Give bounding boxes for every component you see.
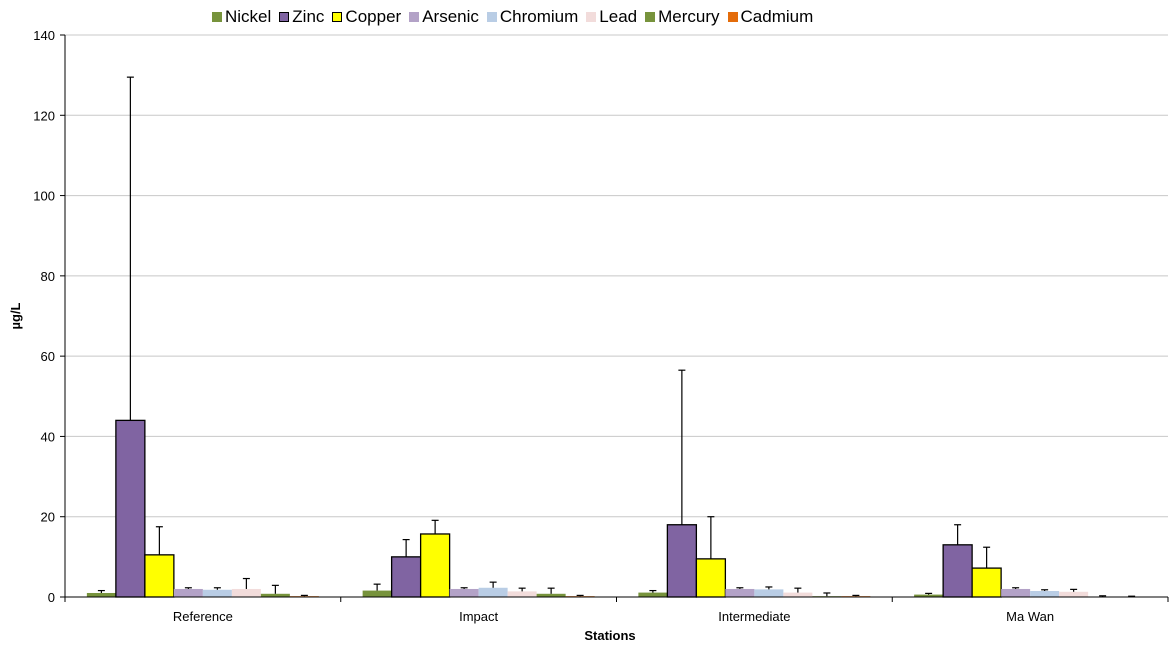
x-tick-label: Ma Wan: [1006, 609, 1054, 624]
x-axis-title: Stations: [584, 628, 635, 643]
axes: [64, 35, 1168, 598]
chart-legend: Nickel Zinc Copper Arsenic Chromium Lead Mercu…: [212, 7, 821, 27]
y-tick-label: 20: [41, 510, 55, 525]
legend-item: Copper: [332, 7, 401, 27]
bar-arsenic-ma-wan: [1001, 588, 1031, 597]
bar-zinc-ma-wan: [942, 544, 973, 598]
y-tick-label: 100: [33, 189, 55, 204]
bar-copper-reference: [144, 554, 175, 598]
tick-labels: 0 20 40 60 80 100 120 140 Reference Impact Interme…: [33, 28, 1169, 624]
legend-item: Zinc: [279, 7, 324, 27]
legend-label: Chromium: [499, 7, 579, 26]
y-tick-label: 40: [41, 429, 55, 444]
legend-label: Zinc: [292, 7, 325, 26]
legend-swatch: [332, 12, 343, 22]
bar-mercury-impact: [536, 593, 566, 597]
y-axis-title: µg/L: [8, 302, 23, 329]
bars: [86, 419, 1147, 598]
error-bars: [97, 76, 1136, 597]
legend-swatch: [586, 12, 597, 22]
bar-zinc-intermediate: [666, 524, 698, 598]
bar-lead-intermediate: [783, 592, 813, 597]
bar-lead-ma-wan: [1059, 591, 1089, 597]
bar-zinc-reference: [115, 419, 146, 598]
bar-copper-ma-wan: [971, 567, 1002, 598]
bar-mercury-reference: [260, 593, 290, 597]
legend-label: Arsenic: [422, 7, 479, 26]
y-tick-label: 80: [41, 269, 55, 284]
legend-label: Copper: [345, 7, 402, 26]
x-tick-label: Impact: [459, 609, 498, 624]
bar-arsenic-impact: [449, 588, 479, 597]
bar-zinc-impact: [390, 556, 422, 598]
legend-item: Nickel: [212, 7, 271, 27]
bar-copper-impact: [419, 533, 451, 598]
bar-chromium-intermediate: [754, 589, 784, 597]
bar-arsenic-intermediate: [725, 588, 755, 597]
x-tick-label: Reference: [173, 609, 233, 624]
y-tick-label: 60: [41, 349, 55, 364]
legend-item: Chromium: [486, 7, 579, 27]
legend-swatch: [279, 12, 290, 22]
legend-swatch: [727, 12, 738, 22]
legend-label: Cadmium: [740, 7, 814, 26]
y-tick-label: 0: [48, 590, 55, 605]
legend-item: Lead: [586, 7, 637, 27]
legend-label: Nickel: [225, 7, 272, 26]
legend-swatch: [486, 12, 497, 22]
bar-nickel-reference: [86, 592, 116, 597]
bar-chromium-reference: [202, 589, 232, 597]
legend-swatch: [212, 12, 222, 22]
bar-nickel-impact: [362, 590, 392, 597]
legend-item: Mercury: [645, 7, 720, 27]
bar-chromium-impact: [478, 587, 508, 597]
legend-swatch: [645, 12, 656, 22]
bar-lead-reference: [231, 588, 261, 597]
gridlines: [65, 34, 1168, 518]
bar-nickel-ma-wan: [914, 594, 944, 597]
legend-swatch: [409, 12, 420, 22]
legend-label: Lead: [599, 7, 638, 26]
x-tick-label: Intermediate: [718, 609, 790, 624]
bar-copper-intermediate: [695, 558, 727, 598]
bar-lead-impact: [507, 591, 537, 597]
legend-label: Mercury: [658, 7, 720, 26]
bar-chromium-ma-wan: [1030, 590, 1060, 597]
legend-item: Cadmium: [727, 7, 814, 27]
legend-item: Arsenic: [409, 7, 479, 27]
y-tick-label: 140: [33, 28, 55, 43]
y-tick-label: 120: [33, 108, 55, 123]
bar-nickel-intermediate: [638, 592, 668, 597]
bar-arsenic-reference: [173, 588, 203, 597]
